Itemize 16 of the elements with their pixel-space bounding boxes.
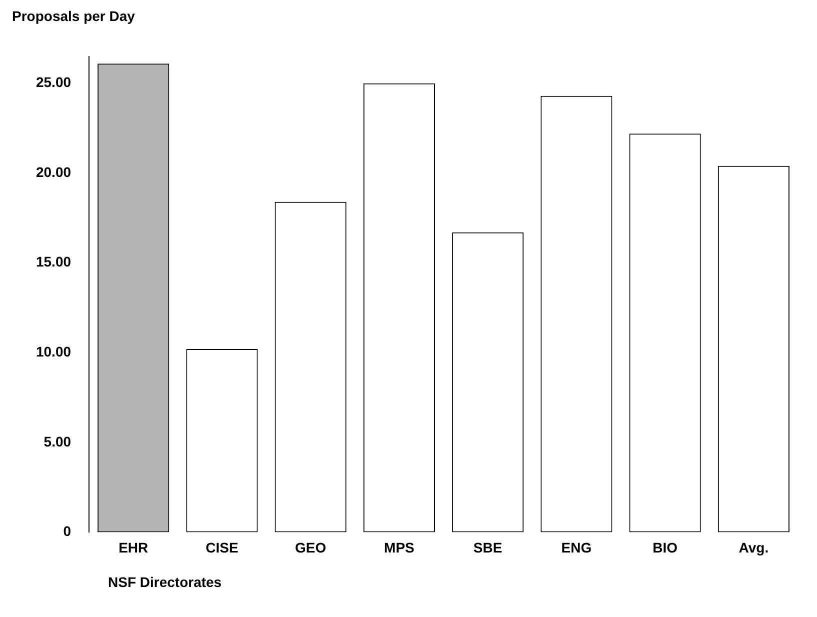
- x-tick-label: GEO: [295, 539, 326, 556]
- y-tick-label: 0: [63, 523, 72, 540]
- y-tick-label: 20.00: [36, 164, 72, 180]
- x-tick-label: BIO: [652, 539, 678, 556]
- x-tick-label: MPS: [384, 539, 414, 556]
- y-tick-label: 25.00: [36, 74, 72, 90]
- x-axis-title: NSF Directorates: [108, 574, 223, 590]
- y-axis-title: Proposals per Day: [12, 8, 136, 24]
- x-tick-label: EHR: [118, 539, 148, 556]
- x-tick-label: ENG: [561, 539, 592, 556]
- y-tick-label: 10.00: [36, 344, 72, 360]
- x-tick-label: CISE: [206, 539, 238, 556]
- x-tick-label: SBE: [473, 539, 502, 556]
- y-tick-label: 15.00: [36, 254, 72, 270]
- x-tick-label: Avg.: [738, 539, 769, 556]
- y-tick-label: 5.00: [44, 433, 72, 450]
